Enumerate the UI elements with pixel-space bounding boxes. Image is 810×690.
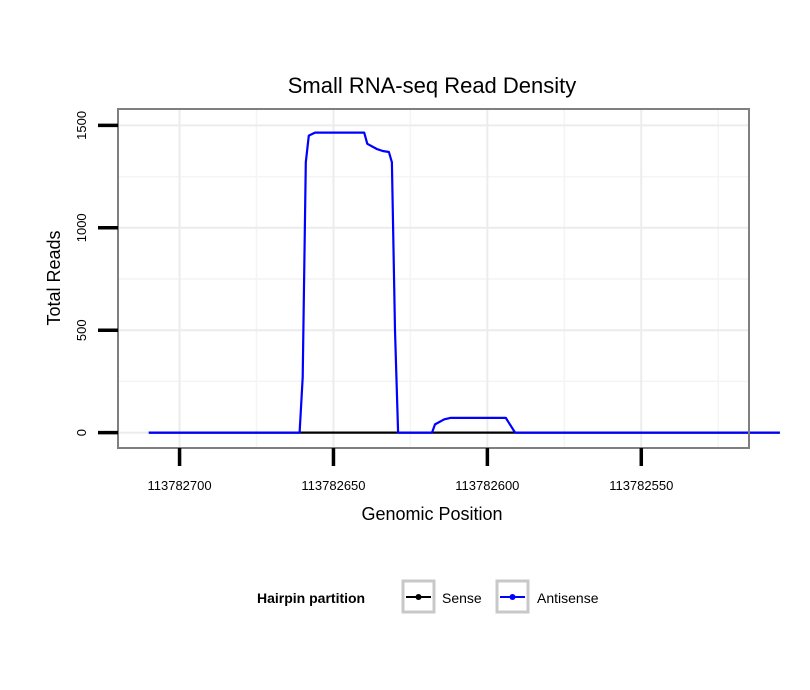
y-tick-label-3: 1500 xyxy=(74,111,89,140)
plot-border xyxy=(117,108,750,449)
y-tick-label-1: 500 xyxy=(74,319,89,341)
legend-label-sense: Sense xyxy=(442,590,482,606)
grid-lines xyxy=(118,109,749,448)
legend-item-antisense: Antisense xyxy=(495,579,599,614)
series-line-antisense xyxy=(148,131,780,434)
x-axis: 113782700 113782650 113782600 113782550 xyxy=(148,448,673,493)
y-axis-title: Total Reads xyxy=(44,230,64,325)
x-tick-label-2: 113782600 xyxy=(455,478,519,493)
legend-title: Hairpin partition xyxy=(257,590,365,606)
legend: Hairpin partition Sense Antisense xyxy=(257,579,599,614)
legend-dot-antisense xyxy=(509,594,516,600)
legend-label-antisense: Antisense xyxy=(537,590,599,606)
x-axis-title: Genomic Position xyxy=(361,504,502,524)
legend-item-sense: Sense xyxy=(401,579,482,614)
chart-title: Small RNA-seq Read Density xyxy=(288,73,577,98)
legend-dot-sense xyxy=(415,594,422,600)
y-tick-label-0: 0 xyxy=(74,429,89,436)
series-lines xyxy=(148,131,780,434)
x-tick-label-0: 113782700 xyxy=(148,478,212,493)
y-tick-label-2: 1000 xyxy=(74,213,89,242)
x-tick-label-1: 113782650 xyxy=(301,478,365,493)
x-tick-label-3: 113782550 xyxy=(609,478,673,493)
y-axis: 0 500 1000 1500 xyxy=(74,111,118,436)
